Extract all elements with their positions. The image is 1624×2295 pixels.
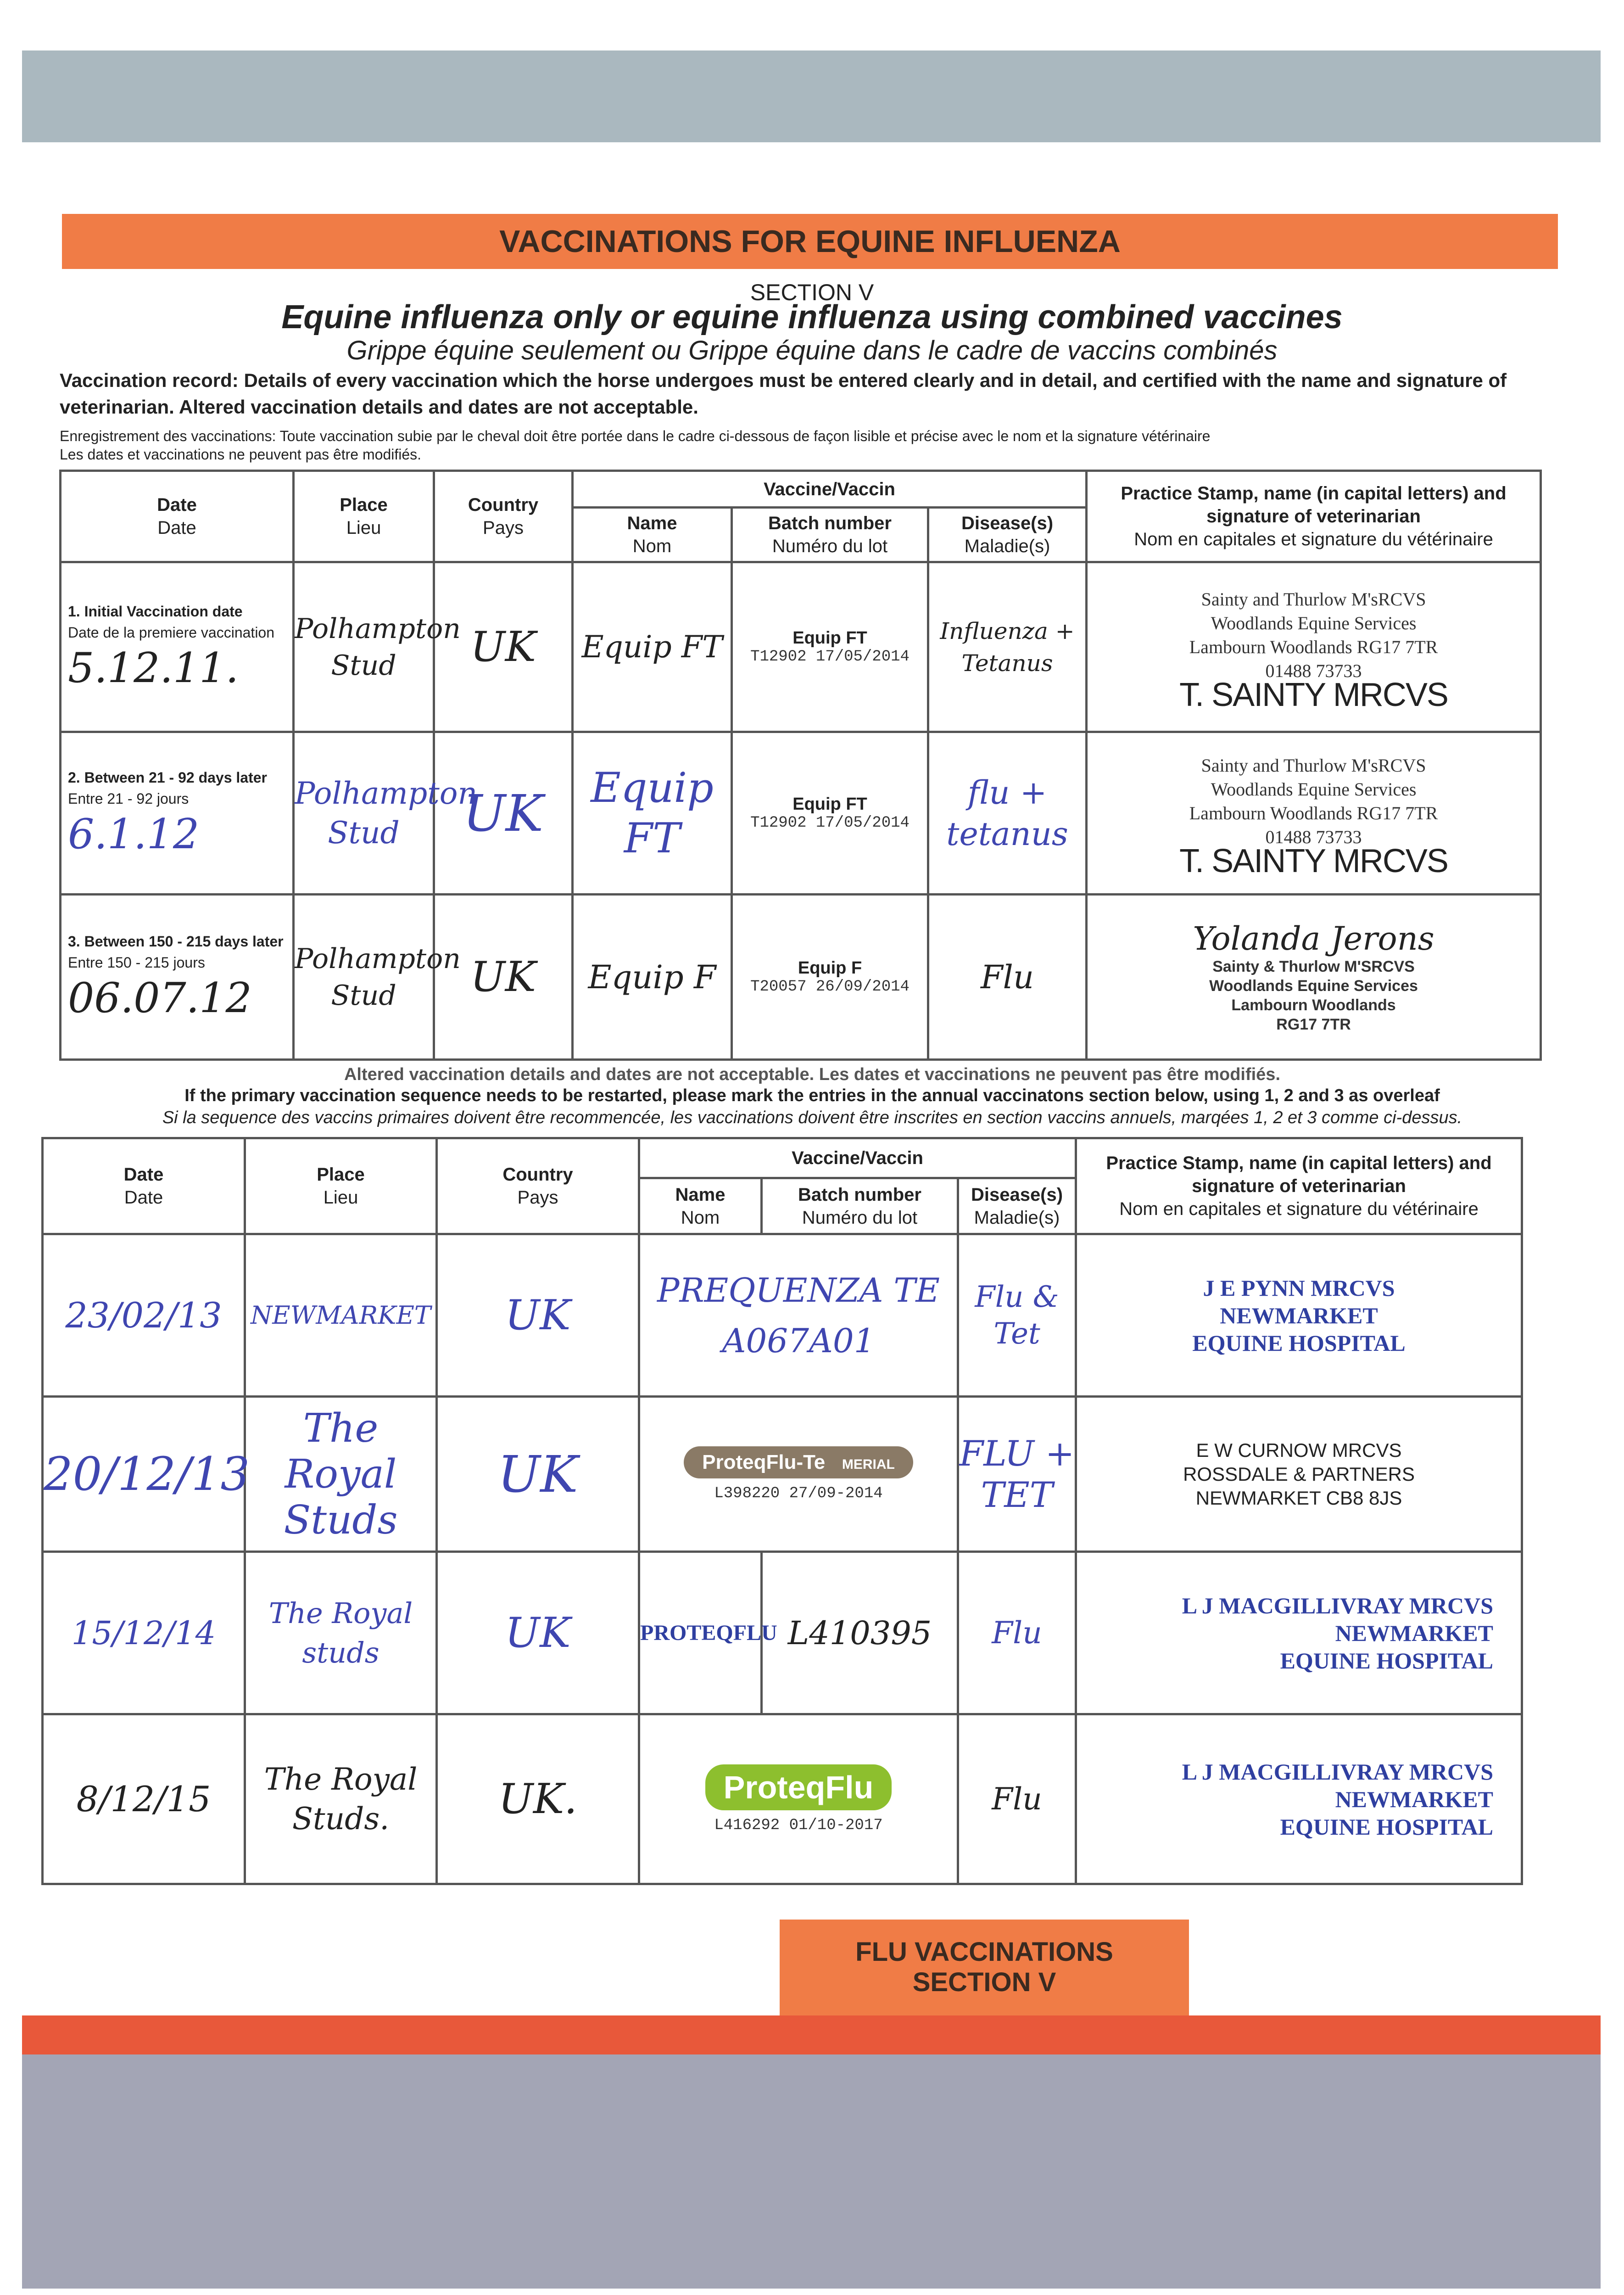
place-cell: The Royal Studs. [244,1713,438,1885]
country-cell: UK [435,1551,640,1715]
disease-cell: Flu [926,893,1088,1061]
place-cell: The Royal Studs [244,1395,438,1553]
instructions-fr-1: Enregistrement des vaccinations: Toute v… [60,428,1211,444]
country-cell: UK [435,1395,640,1553]
section-label: SECTION V [750,280,874,305]
country-cell: UK. [435,1713,640,1885]
col-disease: Disease(s) Maladie(s) [926,506,1088,563]
name-cell: PROTEQFLU [638,1551,777,1715]
vaccine-label-sticker: ProteqFlu-Te MERIAL L398220 27/09-2014 [638,1395,959,1553]
place-cell: Polhampton Stud [292,893,461,1061]
table-row: 20/12/13 The Royal Studs UK ProteqFlu-Te… [41,1395,1524,1553]
scan-background [22,2054,1601,2289]
scan-bottom-edge [22,2015,1601,2054]
place-cell: The Royal studs [244,1551,438,1715]
stamp-cell: J E PYNN MRCVS NEWMARKET EQUINE HOSPITAL [1075,1233,1524,1398]
col-stamp: Practice Stamp, name (in capital letters… [1075,1137,1524,1235]
stamp-cell: L J MACGILLIVRAY MRCVS NEWMARKET EQUINE HO… [1075,1713,1524,1885]
col-vaccine: Vaccine/Vaccin [571,470,1088,509]
disease-cell: Flu [956,1713,1077,1885]
stamp-cell: Yolanda Jerons Sainty & Thurlow M'SRCVS Wo… [1085,893,1542,1061]
note-altered: Altered vaccination details and dates ar… [344,1065,1281,1084]
batch-cell: L410395 [760,1551,959,1715]
name-batch-cell: PREQUENZA TE A067A01 [638,1233,959,1398]
date-cell: 2. Between 21 - 92 days later Entre 21 - … [59,731,295,896]
col-country: Country Pays [435,1137,640,1235]
stamp-cell: Sainty and Thurlow M'sRCVS Woodlands Equi… [1085,561,1542,733]
subtitle-fr: Grippe équine seulement ou Grippe équine… [346,336,1278,365]
date-cell: 20/12/13 [41,1395,250,1553]
page-title: VACCINATIONS FOR EQUINE INFLUENZA [62,214,1558,269]
batch-cell: Equip FT T12902 17/05/2014 [731,731,929,896]
col-place: Place Lieu [292,470,435,563]
col-stamp: Practice Stamp, name (in capital letters… [1085,470,1542,563]
table-row: 3. Between 150 - 215 days later Entre 150… [59,893,1542,1061]
table-row: 2. Between 21 - 92 days later Entre 21 - … [59,731,1542,896]
batch-cell: Equip F T20057 26/09/2014 [731,893,929,1061]
table-row: 8/12/15 The Royal Studs. UK. ProteqFlu L4… [41,1713,1524,1885]
date-cell: 23/02/13 [41,1233,246,1398]
disease-cell: Influenza + Tetanus [926,561,1088,733]
col-batch: Batch number Numéro du lot [760,1177,959,1235]
country-cell: UK [433,731,574,896]
col-date: Date Date [59,470,295,563]
note-restart-en: If the primary vaccination sequence need… [184,1086,1440,1105]
col-disease: Disease(s) Maladie(s) [956,1177,1077,1235]
country-cell: UK [435,1233,640,1398]
name-cell: Equip FT [571,561,733,733]
date-cell: 1. Initial Vaccination date Date de la pr… [59,561,295,733]
table-row: 1. Initial Vaccination date Date de la pr… [59,561,1542,733]
place-cell: Polhampton Stud [292,561,461,733]
name-cell: Equip FT [571,731,733,896]
note-restart-fr: Si la sequence des vaccins primaires doi… [162,1108,1462,1127]
instructions-en: Vaccination record: Details of every vac… [60,369,1507,418]
stamp-cell: L J MACGILLIVRAY MRCVS NEWMARKET EQUINE HO… [1075,1551,1524,1715]
name-cell: Equip F [571,893,733,1061]
disease-cell: Flu & Tet [956,1233,1077,1398]
table-row: 15/12/14 The Royal studs UK PROTEQFLU L4… [41,1551,1524,1715]
country-cell: UK [433,561,574,733]
col-batch: Batch number Numéro du lot [731,506,929,563]
col-place: Place Lieu [244,1137,438,1235]
col-name: Name Nom [571,506,733,563]
vaccine-label-sticker: ProteqFlu L416292 01/10-2017 [638,1713,959,1885]
date-cell: 8/12/15 [41,1713,246,1885]
col-date: Date Date [41,1137,246,1235]
batch-cell: Equip FT T12902 17/05/2014 [731,561,929,733]
place-cell: Polhampton Stud [292,731,477,896]
primary-vaccination-table: Date Date Place Lieu Country Pays Vaccine/V… [59,470,1542,1061]
date-cell: 15/12/14 [41,1551,246,1715]
place-cell: NEWMARKET [244,1233,438,1398]
col-vaccine: Vaccine/Vaccin [637,1137,1077,1179]
col-country: Country Pays [433,470,574,563]
country-cell: UK [433,893,574,1061]
footer-section-label: FLU VACCINATIONS SECTION V [780,1920,1189,2016]
disease-cell: Flu [956,1551,1077,1715]
subtitle-en: Equine influenza only or equine influenz… [281,299,1343,336]
instructions-fr-2: Les dates et vaccinations ne peuvent pas… [60,446,422,463]
stamp-cell: E W CURNOW MRCVS ROSSDALE & PARTNERS NEWMA… [1075,1395,1524,1553]
date-cell: 3. Between 150 - 215 days later Entre 150… [59,893,295,1061]
instructions-fr: Enregistrement des vaccinations: Toute v… [60,427,1574,464]
disease-cell: FLU + TET [956,1395,1077,1553]
annual-vaccination-table: Date Date Place Lieu Country Pays Vaccine/V… [41,1137,1524,1885]
disease-cell: flu + tetanus [926,731,1088,896]
scan-top-edge [22,50,1601,142]
col-name: Name Nom [638,1177,763,1235]
table-row: 23/02/13 NEWMARKET UK PREQUENZA TE A067A0… [41,1233,1524,1398]
stamp-cell: Sainty and Thurlow M'sRCVS Woodlands Equi… [1085,731,1542,896]
